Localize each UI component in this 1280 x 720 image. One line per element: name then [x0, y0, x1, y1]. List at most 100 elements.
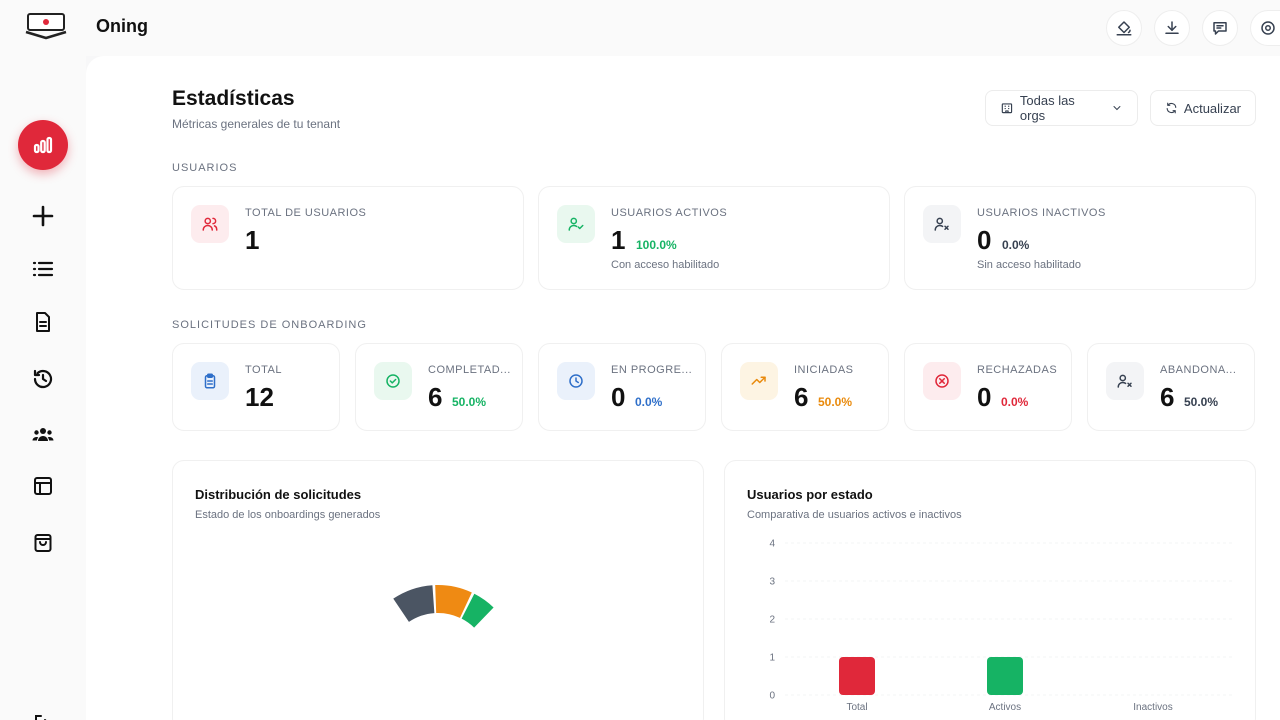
card-icon-wrap [191, 205, 229, 243]
sidebar-item-users[interactable] [18, 409, 68, 459]
total-users-card: TOTAL DE USUARIOS 1 [172, 186, 524, 290]
users-by-state-chart-card: Usuarios por estado Comparativa de usuar… [724, 460, 1256, 720]
donut-slice [393, 585, 435, 622]
onboarding-abandoned-card: ABANDONA... 6 50.0% [1087, 343, 1255, 431]
plus-icon [32, 205, 54, 227]
y-tick-label: 0 [769, 691, 775, 702]
app-logo [25, 13, 67, 40]
sidebar-item-logout[interactable] [18, 700, 68, 720]
card-icon-wrap [557, 205, 595, 243]
bar-activos[interactable] [987, 657, 1023, 695]
card-percentage: 0.0% [635, 395, 663, 409]
onboarding-section-label: SOLICITUDES DE ONBOARDING [172, 319, 367, 331]
sidebar-item-store[interactable] [18, 518, 68, 568]
card-label: TOTAL [245, 364, 282, 376]
top-actions [1106, 10, 1280, 46]
y-tick-label: 4 [769, 539, 775, 550]
onboarding-total-card: TOTAL 12 [172, 343, 340, 431]
sidebar-item-list[interactable] [18, 244, 68, 294]
page-title: Estadísticas [172, 87, 295, 110]
x-tick-label: Total [846, 702, 867, 713]
page-subtitle: Métricas generales de tu tenant [172, 117, 341, 131]
card-percentage: 50.0% [1184, 395, 1219, 409]
donut-slice [435, 585, 472, 618]
paint-bucket-button[interactable] [1106, 10, 1142, 46]
card-value: 1 [611, 225, 626, 255]
card-value: 0 [977, 225, 992, 255]
user-x-icon [934, 217, 949, 231]
card-percentage: 100.0% [636, 238, 677, 252]
onboarding-completed-card: COMPLETAD... 6 50.0% [355, 343, 523, 431]
card-icon-wrap [740, 362, 778, 400]
card-icon-wrap [557, 362, 595, 400]
card-percentage: 0.0% [1001, 395, 1029, 409]
download-icon [1165, 21, 1179, 34]
users-by-state-bar-chart: 0 1 2 3 4 Total Activos Inactivos [769, 539, 1235, 713]
layout-icon [34, 477, 52, 495]
card-hint: Con acceso habilitado [611, 259, 720, 271]
users-icon [202, 217, 218, 231]
y-tick-label: 3 [769, 577, 775, 588]
document-icon [36, 312, 50, 332]
sidebar-item-new[interactable] [18, 191, 68, 241]
onboarding-rejected-card: RECHAZADAS 0 0.0% [904, 343, 1072, 431]
download-button[interactable] [1154, 10, 1190, 46]
chart-subtitle: Comparativa de usuarios activos e inacti… [747, 509, 962, 521]
card-value: 12 [245, 382, 274, 412]
users-section-label: USUARIOS [172, 162, 238, 174]
onboarding-in-progress-card: EN PROGRE... 0 0.0% [538, 343, 706, 431]
main-content: Estadísticas Métricas generales de tu te… [86, 56, 1280, 720]
clipboard-icon [204, 373, 216, 389]
refresh-button[interactable]: Actualizar [1150, 90, 1256, 126]
refresh-icon [1166, 102, 1177, 114]
x-tick-label: Inactivos [1133, 702, 1172, 713]
chart-subtitle: Estado de los onboardings generados [195, 509, 381, 521]
paint-bucket-icon [1116, 21, 1132, 36]
sidebar-item-history[interactable] [18, 354, 68, 404]
active-users-card: USUARIOS ACTIVOS 1 100.0% Con acceso hab… [538, 186, 890, 290]
bar-total[interactable] [839, 657, 875, 695]
card-icon-wrap [374, 362, 412, 400]
top-bar: Oning [0, 0, 1280, 56]
x-tick-label: Activos [989, 702, 1021, 713]
card-percentage: 50.0% [452, 395, 487, 409]
card-label: INICIADAS [794, 364, 854, 376]
list-icon [32, 261, 54, 277]
card-percentage: 0.0% [1002, 238, 1030, 252]
user-check-icon [568, 217, 584, 231]
card-value: 0 [611, 382, 626, 412]
users-group-icon [32, 428, 54, 441]
app-title: Oning [96, 16, 148, 36]
message-icon [1213, 22, 1227, 35]
card-label: COMPLETAD... [428, 364, 511, 376]
trending-up-icon [751, 376, 766, 385]
card-value: 1 [245, 225, 260, 255]
onboarding-started-card: INICIADAS 6 50.0% [721, 343, 889, 431]
sidebar-item-templates[interactable] [18, 461, 68, 511]
card-label: TOTAL DE USUARIOS [245, 207, 367, 219]
sidebar-item-documents[interactable] [18, 297, 68, 347]
user-x-icon [1117, 374, 1132, 388]
help-button[interactable] [1250, 10, 1280, 46]
distribution-chart-card: Distribución de solicitudes Estado de lo… [172, 460, 704, 720]
logout-icon [35, 715, 47, 720]
bar-chart-icon [33, 136, 53, 154]
card-label: USUARIOS ACTIVOS [611, 207, 728, 219]
card-icon-wrap [923, 205, 961, 243]
help-icon [1261, 21, 1275, 35]
org-filter-dropdown[interactable]: Todas las orgs [985, 90, 1138, 126]
chart-title: Distribución de solicitudes [195, 487, 362, 502]
building-icon [1001, 103, 1013, 114]
card-hint: Sin acceso habilitado [977, 259, 1081, 271]
card-value: 6 [794, 382, 809, 412]
history-icon [33, 369, 53, 389]
shopping-bag-icon [34, 534, 52, 552]
sidebar-item-statistics[interactable] [18, 120, 68, 170]
card-value: 6 [1160, 382, 1175, 412]
org-filter-label: Todas las orgs [1019, 93, 1075, 123]
messages-button[interactable] [1202, 10, 1238, 46]
clock-icon [569, 374, 583, 388]
distribution-donut-chart [393, 585, 494, 628]
card-label: EN PROGRE... [611, 364, 693, 376]
card-label: USUARIOS INACTIVOS [977, 207, 1106, 219]
